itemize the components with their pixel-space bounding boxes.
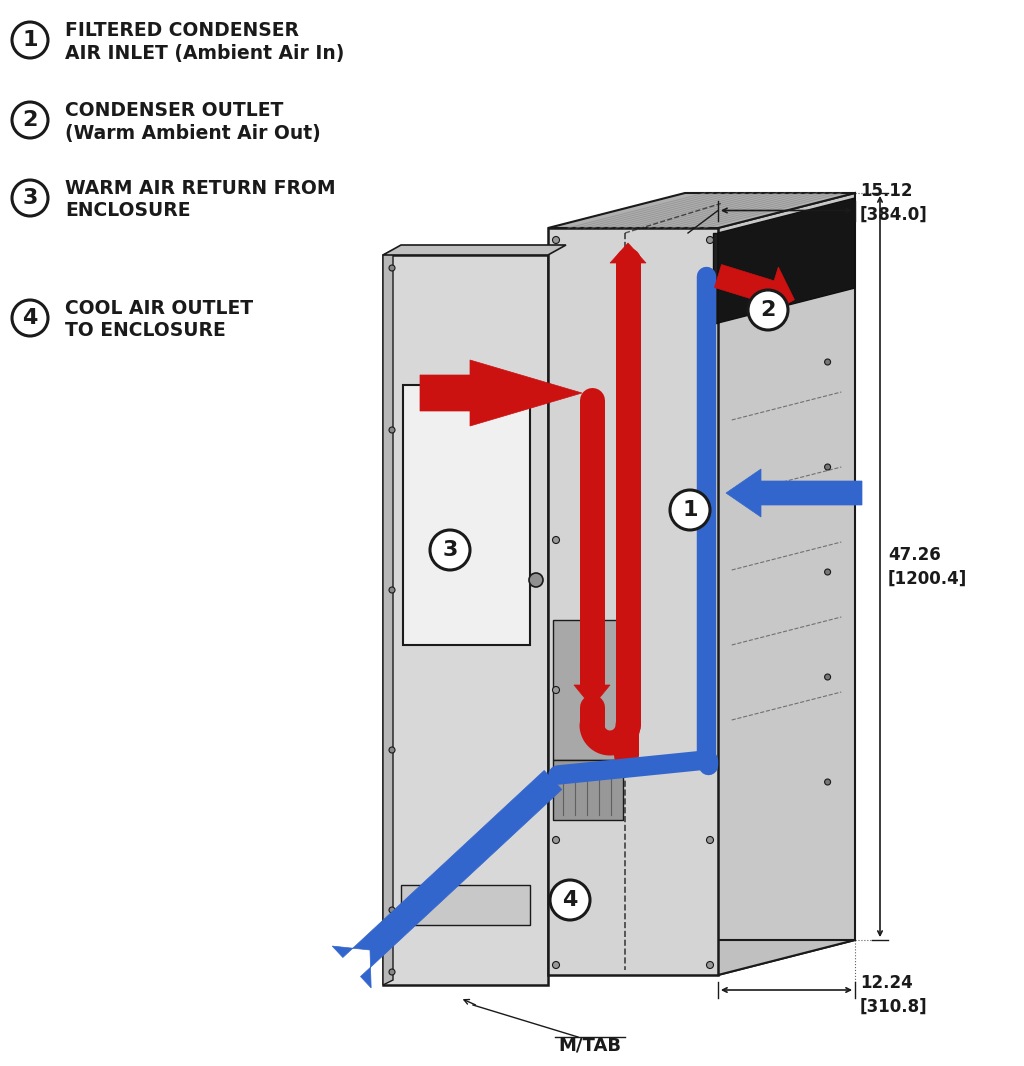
Circle shape: [824, 779, 830, 785]
Text: 1: 1: [682, 500, 697, 520]
Circle shape: [553, 837, 559, 843]
Polygon shape: [726, 469, 862, 517]
Circle shape: [389, 969, 395, 975]
Circle shape: [707, 387, 714, 393]
Circle shape: [824, 674, 830, 680]
Polygon shape: [548, 940, 855, 975]
Circle shape: [550, 881, 590, 920]
Circle shape: [389, 907, 395, 912]
Circle shape: [12, 102, 48, 138]
Circle shape: [553, 687, 559, 694]
Text: 4: 4: [562, 890, 578, 910]
Circle shape: [707, 237, 714, 243]
Text: COOL AIR OUTLET: COOL AIR OUTLET: [65, 298, 253, 318]
Text: 2: 2: [760, 300, 776, 320]
Circle shape: [670, 490, 710, 530]
Circle shape: [389, 587, 395, 593]
Polygon shape: [548, 228, 718, 975]
Text: 3: 3: [23, 188, 38, 208]
Text: 1: 1: [23, 30, 38, 50]
Circle shape: [553, 536, 559, 544]
Text: AIR INLET (Ambient Air In): AIR INLET (Ambient Air In): [65, 44, 344, 63]
Circle shape: [430, 530, 470, 570]
Circle shape: [707, 687, 714, 694]
Text: CONDENSER OUTLET: CONDENSER OUTLET: [65, 100, 284, 119]
Polygon shape: [718, 193, 855, 975]
Text: 3: 3: [442, 540, 458, 560]
Circle shape: [824, 359, 830, 365]
Circle shape: [748, 290, 788, 330]
Polygon shape: [383, 251, 393, 985]
Circle shape: [707, 536, 714, 544]
Circle shape: [389, 427, 395, 433]
Circle shape: [389, 265, 395, 271]
Circle shape: [529, 574, 543, 587]
Polygon shape: [420, 360, 582, 426]
Polygon shape: [715, 264, 795, 318]
Circle shape: [707, 962, 714, 969]
Circle shape: [824, 464, 830, 470]
Circle shape: [12, 22, 48, 58]
Polygon shape: [718, 198, 855, 323]
Text: 47.26
[1200.4]: 47.26 [1200.4]: [888, 546, 968, 587]
Circle shape: [12, 300, 48, 336]
Polygon shape: [610, 243, 646, 263]
Text: ENCLOSURE: ENCLOSURE: [65, 201, 190, 221]
Polygon shape: [383, 255, 548, 985]
Text: TO ENCLOSURE: TO ENCLOSURE: [65, 322, 225, 340]
Text: M/TAB: M/TAB: [558, 1036, 622, 1054]
Polygon shape: [713, 233, 718, 323]
Polygon shape: [403, 385, 530, 645]
Polygon shape: [332, 771, 562, 988]
Circle shape: [553, 237, 559, 243]
Polygon shape: [553, 760, 623, 820]
Circle shape: [824, 569, 830, 575]
Text: 2: 2: [23, 110, 38, 130]
Text: FILTERED CONDENSER: FILTERED CONDENSER: [65, 20, 299, 39]
Circle shape: [707, 837, 714, 843]
Circle shape: [12, 180, 48, 216]
Text: 15.12
[384.0]: 15.12 [384.0]: [860, 181, 928, 223]
Text: (Warm Ambient Air Out): (Warm Ambient Air Out): [65, 124, 321, 143]
Polygon shape: [401, 885, 530, 925]
Text: 12.24
[310.8]: 12.24 [310.8]: [860, 974, 928, 1016]
Text: 4: 4: [23, 308, 38, 328]
Polygon shape: [548, 193, 855, 228]
Circle shape: [389, 747, 395, 753]
Text: WARM AIR RETURN FROM: WARM AIR RETURN FROM: [65, 178, 336, 197]
Polygon shape: [574, 685, 610, 707]
Circle shape: [553, 962, 559, 969]
Polygon shape: [553, 620, 623, 760]
Circle shape: [553, 387, 559, 393]
Polygon shape: [383, 245, 566, 255]
